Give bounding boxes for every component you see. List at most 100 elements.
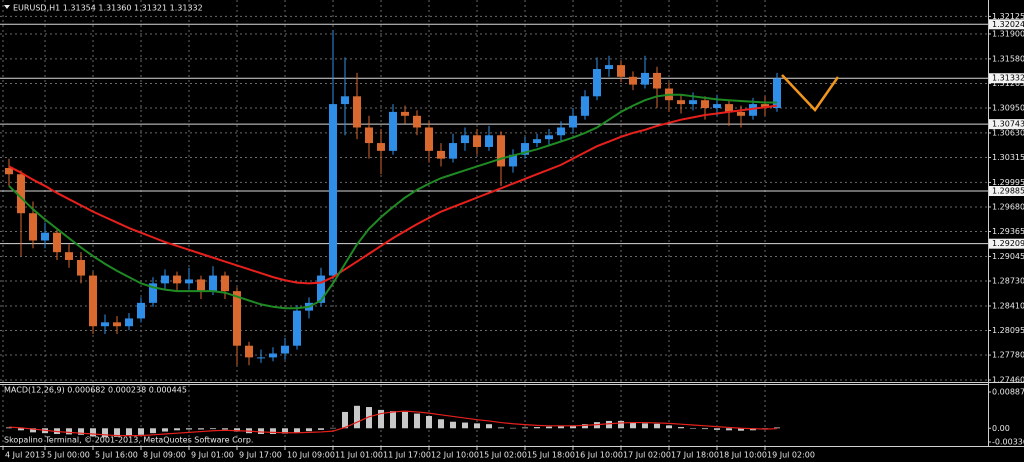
plot xyxy=(0,23,988,438)
candle-body xyxy=(401,111,409,116)
candle-body xyxy=(125,318,133,327)
price-level-box xyxy=(989,186,1024,196)
candle-body xyxy=(521,143,529,155)
candle-body xyxy=(737,111,745,116)
macd-bar xyxy=(378,409,384,429)
price-level-label: 1.32024 xyxy=(992,20,1024,29)
price-level-box xyxy=(989,19,1024,30)
macd-bar xyxy=(774,427,780,429)
macd-bar xyxy=(174,428,180,431)
macd-bar xyxy=(138,428,144,435)
macd-bar xyxy=(366,407,372,429)
macd-bar xyxy=(342,411,348,429)
macd-bar xyxy=(162,428,168,432)
macd-bar xyxy=(570,425,576,429)
moving-average xyxy=(8,93,777,310)
macd-bar xyxy=(450,421,456,429)
price-level-box xyxy=(989,238,1024,249)
macd-bar xyxy=(498,427,504,429)
candle-body xyxy=(569,115,577,128)
x-tick-label: 8 Jul 09:00 xyxy=(143,451,186,460)
y-tick-label: 1.29680 xyxy=(992,202,1024,211)
chart-title: EURUSD,H1 1.31354 1.31360 1.31321 1.3133… xyxy=(13,4,203,13)
macd-bar xyxy=(630,422,636,429)
candle-body xyxy=(773,78,781,108)
candle-body xyxy=(677,100,685,105)
price-level-label: 1.29209 xyxy=(992,239,1024,248)
candle-body xyxy=(245,345,253,358)
macd-bar xyxy=(738,428,744,431)
macd-bar xyxy=(606,420,612,429)
macd-bar xyxy=(234,428,240,432)
x-tick-label: 15 Jul 18:00 xyxy=(527,451,575,460)
candle-body xyxy=(161,275,169,284)
macd-bar xyxy=(354,405,360,429)
macd-bar xyxy=(210,428,216,430)
price-level-label: 1.29885 xyxy=(992,187,1024,196)
candle-body xyxy=(53,232,61,253)
candle-body xyxy=(209,275,217,292)
candle-body xyxy=(473,135,481,147)
candle-body xyxy=(689,100,697,105)
macd-bar xyxy=(126,428,132,437)
candle-body xyxy=(413,115,421,128)
candle-body xyxy=(509,154,517,167)
macd-bar xyxy=(666,425,672,429)
macd-bar xyxy=(414,413,420,429)
y-tick-label: 1.31580 xyxy=(992,54,1024,63)
candle-body xyxy=(653,72,661,89)
candle-body xyxy=(617,65,625,77)
y-tick-label: 1.30630 xyxy=(992,128,1024,137)
grid xyxy=(0,0,988,446)
macd-bar xyxy=(78,428,84,435)
candle-body xyxy=(29,213,37,241)
y-tick-label: -0.003361 xyxy=(992,438,1024,447)
x-tick-label: 4 Jul 2013 xyxy=(5,451,45,460)
macd-bar xyxy=(486,424,492,429)
macd-bar xyxy=(462,422,468,429)
candle-body xyxy=(581,96,589,116)
macd-bar xyxy=(750,428,756,431)
macd-bar xyxy=(258,428,264,434)
candle-body xyxy=(713,104,721,108)
y-tick-label: 0.008879 xyxy=(992,388,1024,397)
candle-body xyxy=(65,252,73,260)
macd-bar xyxy=(306,428,312,432)
macd-bar xyxy=(546,426,552,429)
price-level-label: 1.30743 xyxy=(992,120,1024,129)
candle-body xyxy=(533,139,541,144)
candle-body xyxy=(353,96,361,128)
price-level-box xyxy=(989,119,1024,130)
x-tick-label: 17 Jul 02:00 xyxy=(623,451,671,460)
candle-body xyxy=(149,283,157,303)
candle-body xyxy=(221,275,229,292)
macd-bar xyxy=(6,427,12,429)
macd-bar xyxy=(702,428,708,430)
macd-bar xyxy=(594,422,600,429)
footer: Skopalino Terminal, © 2001-2013, MetaQuo… xyxy=(4,436,253,445)
macd-bar xyxy=(102,428,108,438)
candle-body xyxy=(545,135,553,140)
candle-body xyxy=(257,357,265,359)
y-tick-label: 1.27780 xyxy=(992,351,1024,360)
x-tick-label: 5 Jul 16:00 xyxy=(95,451,138,460)
macd-bar xyxy=(318,428,324,430)
candle-body xyxy=(557,127,565,136)
macd-bar xyxy=(654,423,660,429)
menu-arrow[interactable] xyxy=(4,5,10,9)
candle-body xyxy=(461,135,469,144)
x-tick-label: 17 Jul 18:00 xyxy=(671,451,719,460)
macd-bar xyxy=(714,428,720,430)
x-tick-label: 18 Jul 10:00 xyxy=(719,451,767,460)
macd-bar xyxy=(678,427,684,429)
candle-body xyxy=(269,353,277,358)
x-tick-label: 11 Jul 01:00 xyxy=(335,451,383,460)
y-tick-label: 1.27460 xyxy=(992,376,1024,385)
candle-body xyxy=(317,275,325,303)
candle-body xyxy=(761,104,769,108)
price-level-box xyxy=(989,73,1024,84)
candle-body xyxy=(17,174,25,214)
macd-bar xyxy=(558,426,564,429)
macd-bar xyxy=(582,424,588,429)
